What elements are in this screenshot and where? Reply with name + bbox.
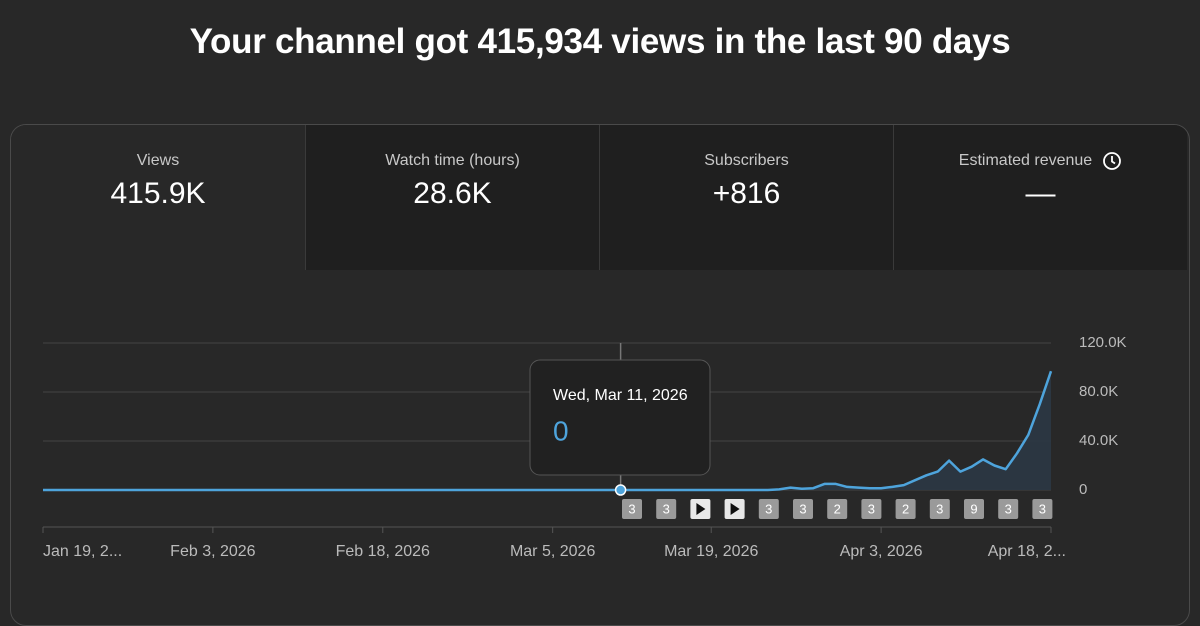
badge-label: 3	[1005, 501, 1012, 516]
x-tick-label: Apr 3, 2026	[840, 543, 923, 560]
badge-box	[964, 499, 984, 519]
line	[43, 370, 1053, 492]
tab-label: Subscribers	[704, 152, 789, 169]
y-tick-label: 0	[1079, 481, 1087, 498]
marker-badge[interactable]: 2	[827, 499, 848, 519]
tab-label: Estimated revenue	[958, 152, 1093, 169]
y-tick-label: 80.0K	[1079, 383, 1118, 400]
y-tick-label: 120.0K	[1079, 334, 1127, 351]
badge-box	[1032, 499, 1053, 519]
badge-box	[758, 499, 779, 519]
tab-value: 415.9K	[110, 177, 206, 210]
tab-value: —	[1025, 177, 1056, 210]
tooltip: Wed, Mar 11, 2026 0	[529, 359, 711, 476]
marker-badge[interactable]: 3	[998, 499, 1019, 519]
metric-tabs: Views 415.9K Watch time (hours) 28.6K Su…	[11, 125, 1189, 270]
badge-label: 3	[765, 501, 772, 516]
x-tick-label: Apr 18, 2...	[988, 543, 1066, 560]
marker-badge[interactable]: 9	[964, 499, 984, 519]
marker-badge[interactable]: 3	[622, 499, 642, 519]
badge-box	[827, 499, 848, 519]
chart: 0 40.0K 80.0K 120.0K Jan 19, 2... Feb 3, 2026…	[42, 334, 1127, 560]
badge-label: 3	[799, 501, 806, 516]
badge-label: 3	[1039, 501, 1046, 516]
tab-value: +816	[712, 177, 781, 210]
page-title: Your channel got 415,934 views in the la…	[189, 22, 1011, 61]
tab-value: 28.6K	[413, 177, 492, 210]
tooltip-title: Wed, Mar 11, 2026	[553, 387, 688, 404]
metric-tab[interactable]: Subscribers +816	[599, 125, 893, 270]
badge-box	[793, 499, 813, 519]
marker-badge[interactable]: 3	[758, 499, 779, 519]
marker-badge[interactable]: 3	[1032, 499, 1053, 519]
tooltip-value: 0	[553, 415, 569, 446]
badge-label: 2	[834, 501, 841, 516]
tooltip-box	[529, 359, 711, 476]
marker-badge[interactable]: 3	[793, 499, 813, 519]
play-icon	[730, 503, 740, 515]
metric-tab[interactable]: Views 415.9K	[11, 125, 305, 270]
badge-box	[861, 499, 882, 519]
badge-label: 2	[902, 501, 909, 516]
clock-icon[interactable]	[1102, 151, 1122, 171]
badge-label: 3	[936, 501, 943, 516]
x-tick-label: Jan 19, 2...	[43, 543, 122, 560]
tab-label: Watch time (hours)	[385, 152, 520, 169]
marker-badge[interactable]: 2	[895, 499, 916, 519]
badge-label: 3	[628, 501, 635, 516]
marker-badge[interactable]: 3	[861, 499, 882, 519]
x-tick-label: Mar 19, 2026	[664, 543, 758, 560]
hover-point	[614, 484, 627, 496]
badge-box	[929, 499, 950, 519]
metric-tab[interactable]: Estimated revenue —	[893, 125, 1187, 270]
page: Your channel got 415,934 views in the la…	[10, 22, 1190, 626]
badge-box	[998, 499, 1019, 519]
badge-label: 9	[970, 501, 977, 516]
tab-label: Views	[136, 152, 180, 169]
y-tick-label: 40.0K	[1079, 432, 1118, 449]
x-tick-label: Feb 18, 2026	[336, 543, 430, 560]
marker-badge[interactable]	[724, 499, 745, 519]
play-icon	[696, 503, 706, 515]
badge-label: 3	[868, 501, 875, 516]
badge-box	[622, 499, 642, 519]
badge-label: 3	[663, 501, 670, 516]
marker-badge[interactable]: 3	[929, 499, 950, 519]
marker-badge[interactable]	[690, 499, 711, 519]
badge-box	[656, 499, 677, 519]
x-tick-label: Feb 3, 2026	[170, 543, 256, 560]
area	[43, 371, 1051, 490]
x-tick-label: Mar 5, 2026	[510, 543, 595, 560]
badge-box	[895, 499, 916, 519]
metric-tab[interactable]: Watch time (hours) 28.6K	[305, 125, 599, 270]
marker-badge[interactable]: 3	[656, 499, 677, 519]
